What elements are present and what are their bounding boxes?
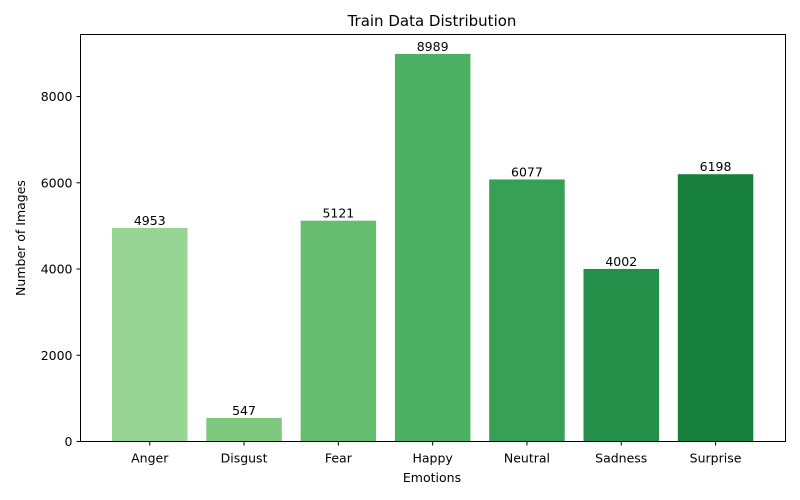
bar-neutral xyxy=(489,179,565,442)
data-label-happy: 8989 xyxy=(417,39,449,54)
x-axis-label: Emotions xyxy=(403,470,461,485)
x-tick-label: Disgust xyxy=(221,451,268,466)
data-label-disgust: 547 xyxy=(232,403,256,418)
x-tick-label: Fear xyxy=(325,451,353,466)
y-tick-label: 6000 xyxy=(41,175,73,190)
data-labels-group: 4953 547 5121 8989 6077 4002 6198 xyxy=(134,39,732,418)
data-label-anger: 4953 xyxy=(134,213,166,228)
data-label-surprise: 6198 xyxy=(700,159,732,174)
data-label-neutral: 6077 xyxy=(511,164,543,179)
y-tick-label: 0 xyxy=(65,434,73,449)
x-tick-label: Sadness xyxy=(595,451,647,466)
y-tick-label: 8000 xyxy=(41,89,73,104)
x-tick-label: Happy xyxy=(412,451,453,466)
bar-surprise xyxy=(677,174,754,442)
y-tick-label: 4000 xyxy=(41,262,73,277)
bar-fear xyxy=(300,220,377,442)
data-label-fear: 5121 xyxy=(322,206,354,221)
bar-disgust xyxy=(206,417,282,442)
y-tick-label: 2000 xyxy=(41,348,73,363)
data-label-sadness: 4002 xyxy=(605,254,637,269)
bar-happy xyxy=(394,53,471,442)
x-tick-label: Neutral xyxy=(504,451,550,466)
x-tick-label: Surprise xyxy=(690,451,742,466)
chart-title: Train Data Distribution xyxy=(347,12,517,30)
plot-frame xyxy=(80,34,786,442)
bar-sadness xyxy=(583,268,659,442)
bars-group xyxy=(112,53,754,442)
y-axis: 0 2000 4000 6000 8000 xyxy=(41,89,81,449)
x-tick-label: Anger xyxy=(131,451,169,466)
y-axis-label: Number of Images xyxy=(13,180,28,296)
x-axis: Anger Disgust Fear Happy Neutral Sadness Surpr… xyxy=(131,441,742,466)
bar-anger xyxy=(112,227,188,442)
